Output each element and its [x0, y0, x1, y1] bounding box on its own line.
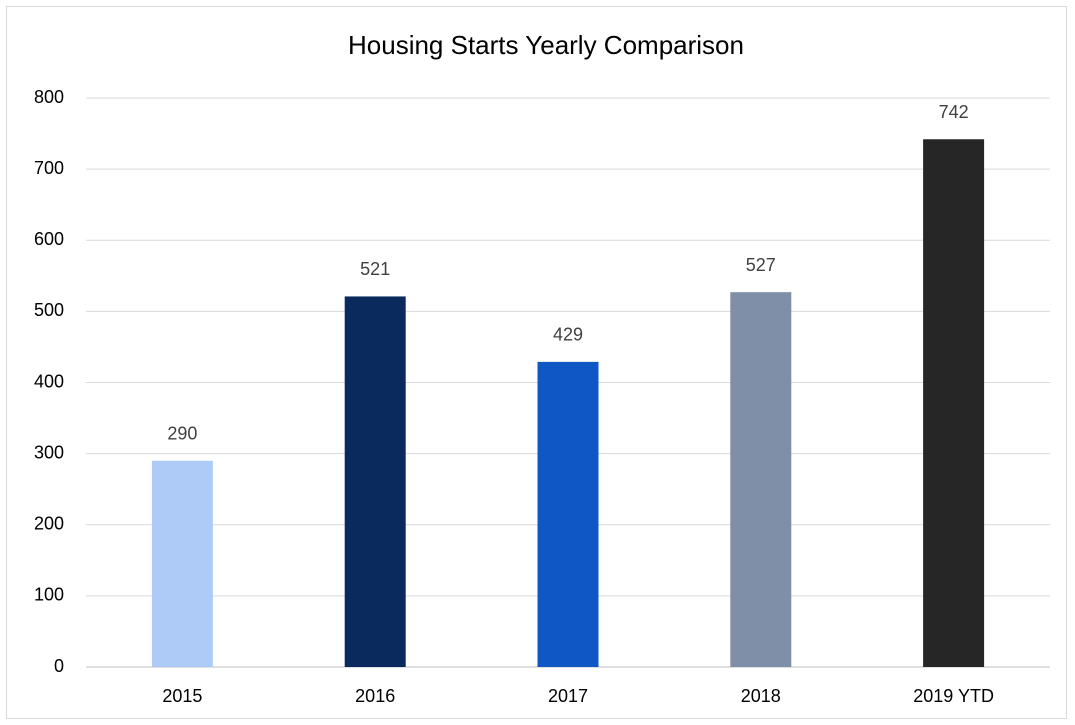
y-tick-label: 300	[34, 442, 64, 462]
x-tick-label: 2016	[355, 686, 395, 706]
data-label: 527	[746, 255, 776, 275]
x-tick-label: 2018	[741, 686, 781, 706]
bar	[923, 139, 985, 667]
x-tick-label: 2015	[162, 686, 202, 706]
data-label: 290	[167, 423, 197, 443]
bar	[537, 361, 599, 667]
y-tick-label: 200	[34, 514, 64, 534]
y-tick-label: 100	[34, 585, 64, 605]
x-tick-label: 2017	[548, 686, 588, 706]
y-tick-label: 0	[54, 656, 64, 676]
y-tick-label: 600	[34, 229, 64, 249]
y-tick-label: 800	[34, 87, 64, 107]
data-label: 521	[360, 259, 390, 279]
data-label: 742	[939, 102, 969, 122]
y-tick-label: 400	[34, 371, 64, 391]
y-tick-label: 500	[34, 300, 64, 320]
bar	[151, 460, 213, 667]
bar	[344, 296, 406, 667]
data-label: 429	[553, 325, 583, 345]
bar	[730, 292, 792, 667]
x-tick-label: 2019 YTD	[913, 686, 994, 706]
y-tick-label: 700	[34, 158, 64, 178]
chart-title: Housing Starts Yearly Comparison	[348, 30, 744, 60]
